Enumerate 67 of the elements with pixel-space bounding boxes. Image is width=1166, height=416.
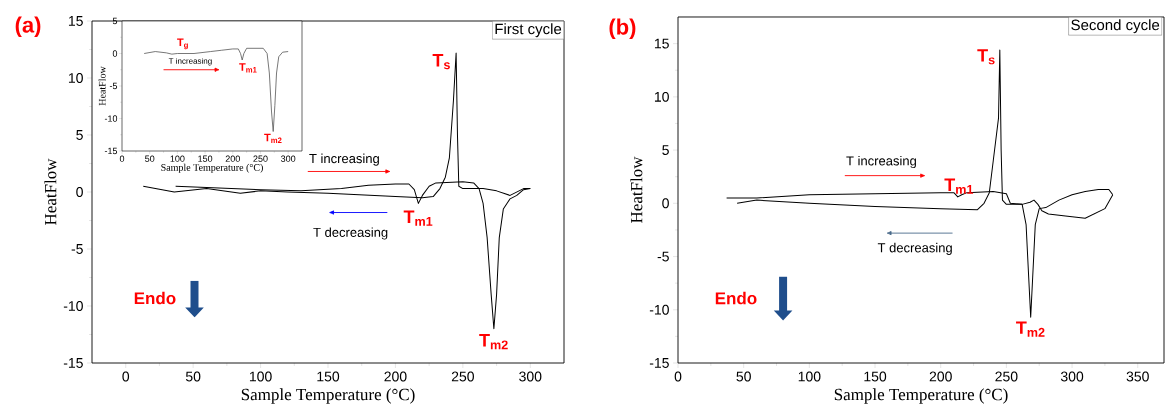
- x-tick-label: 100: [249, 371, 272, 382]
- x-tick-label: 250: [995, 371, 1018, 382]
- x-axis-title: Sample Temperature (°C): [834, 388, 1008, 404]
- annotation: T$_{m1}$: [239, 63, 257, 73]
- x-axis-title: Sample Temperature (°C): [241, 388, 415, 404]
- y-tick-label: -10: [649, 304, 669, 315]
- x-tick-label: 250: [253, 155, 268, 162]
- annotation: T decreasing: [313, 227, 388, 240]
- annotation: T$_{g}$: [177, 38, 188, 50]
- y-axis-title: HeatFlow: [44, 158, 57, 226]
- x-tick-label: 50: [736, 371, 751, 382]
- y-tick-label: 10: [654, 91, 669, 102]
- y-tick-label: 0: [76, 187, 83, 197]
- y-tick-label: 5: [76, 130, 83, 140]
- y-tick-label: -15: [104, 147, 118, 155]
- chart-title: (a): [15, 16, 41, 38]
- y-tick-label: -10: [104, 115, 118, 122]
- y-tick-label: 15: [68, 16, 83, 26]
- annotation: T$_{m1}$: [944, 178, 974, 194]
- annotation: T$_{m2}$: [1016, 321, 1045, 337]
- annotation: T increasing: [309, 153, 379, 166]
- chart-title: (b): [609, 18, 636, 40]
- y-tick-label: -5: [109, 82, 118, 90]
- annotation: T$_{s}$: [432, 54, 450, 70]
- x-tick-label: 150: [198, 155, 213, 162]
- y-tick-label: 5: [662, 145, 669, 155]
- annotation: T increasing: [168, 57, 212, 66]
- x-tick-label: 50: [145, 155, 155, 162]
- x-tick-label: 100: [170, 155, 185, 162]
- x-tick-label: 200: [929, 371, 952, 382]
- x-tick-label: 150: [864, 371, 887, 382]
- annotation: T increasing: [846, 155, 916, 169]
- y-axis-title: HeatFlow: [98, 66, 106, 106]
- y-tick-label: 5: [112, 17, 118, 25]
- y-tick-label: -10: [63, 301, 83, 311]
- annotation: First cycle: [495, 23, 562, 38]
- x-tick-label: 0: [674, 371, 682, 382]
- x-tick-label: 300: [1060, 371, 1084, 382]
- annotation: Second cycle: [1071, 19, 1160, 34]
- x-tick-label: 200: [225, 155, 240, 162]
- x-tick-label: 350: [1126, 371, 1149, 382]
- y-tick-label: 15: [654, 38, 669, 49]
- x-tick-label: 200: [384, 371, 407, 382]
- x-tick-label: 50: [185, 371, 201, 382]
- y-tick-label: 10: [68, 73, 83, 83]
- annotation: Endo: [134, 291, 176, 305]
- x-tick-label: 250: [451, 371, 474, 382]
- y-tick-label: 0: [662, 198, 669, 209]
- x-tick-label: 0: [122, 371, 130, 382]
- annotation: T decreasing: [877, 242, 952, 255]
- annotation: T$_{s}$: [977, 49, 995, 65]
- annotation: Endo: [715, 291, 757, 305]
- x-axis-title: Sample Temperature (°C): [161, 163, 263, 173]
- x-tick-label: 150: [317, 371, 340, 382]
- annotation: T$_{m2}$: [479, 333, 508, 350]
- x-tick-label: 300: [281, 155, 296, 162]
- annotation: T$_{m2}$: [264, 133, 282, 143]
- x-tick-label: 0: [119, 155, 125, 162]
- y-tick-label: 0: [112, 50, 118, 57]
- y-tick-label: -5: [657, 251, 669, 262]
- y-axis-title: HeatFlow: [630, 156, 643, 224]
- x-tick-label: 100: [798, 371, 821, 382]
- x-tick-label: 300: [519, 371, 542, 382]
- annotation: T$_{m1}$: [403, 210, 433, 226]
- y-tick-label: -15: [63, 358, 83, 368]
- y-tick-label: -15: [649, 358, 669, 368]
- y-tick-label: -5: [71, 244, 83, 254]
